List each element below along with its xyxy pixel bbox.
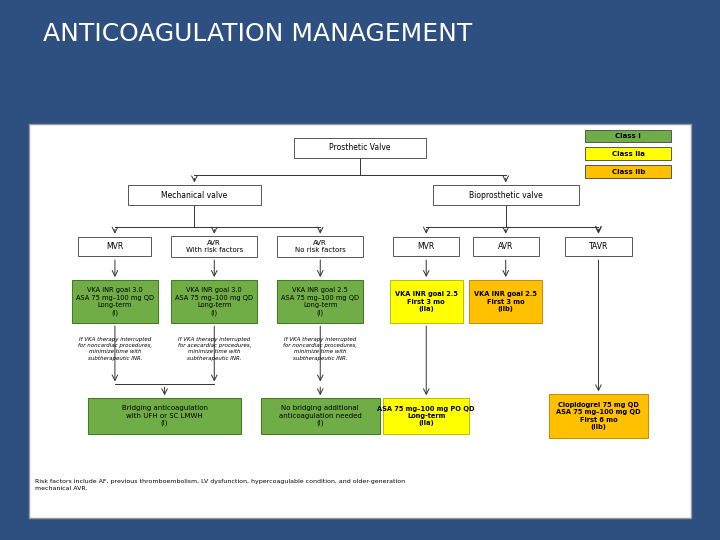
Text: Risk factors include AF, previous thromboembolism, LV dysfunction, hypercoagulab: Risk factors include AF, previous thromb…	[35, 479, 405, 490]
FancyBboxPatch shape	[433, 185, 579, 205]
Text: VKA INR goal 3.0
ASA 75 mg–100 mg QD
Long-term
(I): VKA INR goal 3.0 ASA 75 mg–100 mg QD Lon…	[76, 287, 154, 316]
FancyBboxPatch shape	[383, 398, 469, 434]
Text: Class IIb: Class IIb	[611, 168, 645, 174]
FancyBboxPatch shape	[277, 235, 364, 257]
Text: If VKA therapy interrupted
for noncardiac procedures,
minimize time with
subther: If VKA therapy interrupted for noncardia…	[283, 337, 357, 361]
Text: Bioprosthetic valve: Bioprosthetic valve	[469, 191, 543, 200]
Text: Clopidogrel 75 mg QD
ASA 75 mg–100 mg QD
First 6 mo
(IIb): Clopidogrel 75 mg QD ASA 75 mg–100 mg QD…	[556, 402, 641, 430]
Text: TAVR: TAVR	[589, 242, 608, 251]
FancyBboxPatch shape	[585, 147, 671, 160]
FancyBboxPatch shape	[472, 237, 539, 256]
Text: ASA 75 mg–100 mg PO QD
Long-term
(IIa): ASA 75 mg–100 mg PO QD Long-term (IIa)	[377, 406, 475, 426]
FancyBboxPatch shape	[585, 130, 671, 143]
FancyBboxPatch shape	[565, 237, 631, 256]
FancyBboxPatch shape	[89, 398, 240, 434]
FancyBboxPatch shape	[390, 280, 463, 323]
Text: No bridging additional
anticoagulation needed
(I): No bridging additional anticoagulation n…	[279, 406, 361, 427]
FancyBboxPatch shape	[261, 398, 380, 434]
Text: ANTICOAGULATION MANAGEMENT: ANTICOAGULATION MANAGEMENT	[43, 22, 472, 45]
Text: VKA INR goal 3.0
ASA 75 mg–100 mg QD
Long-term
(I): VKA INR goal 3.0 ASA 75 mg–100 mg QD Lon…	[175, 287, 253, 316]
Text: If VKA therapy interrupted
for noncardiac procedures,
minimize time with
subther: If VKA therapy interrupted for noncardia…	[78, 337, 152, 361]
Text: AVR
No risk factors: AVR No risk factors	[295, 240, 346, 253]
FancyBboxPatch shape	[171, 280, 257, 323]
Text: MVR: MVR	[107, 242, 124, 251]
FancyBboxPatch shape	[277, 280, 364, 323]
FancyBboxPatch shape	[469, 280, 542, 323]
Text: Mechanical valve: Mechanical valve	[161, 191, 228, 200]
Text: Class IIa: Class IIa	[612, 151, 644, 157]
Text: AVR
With risk factors: AVR With risk factors	[186, 240, 243, 253]
Text: Prosthetic Valve: Prosthetic Valve	[329, 143, 391, 152]
Text: MVR: MVR	[418, 242, 435, 251]
Text: Class I: Class I	[616, 133, 641, 139]
Text: VKA INR goal 2.5
First 3 mo
(IIa): VKA INR goal 2.5 First 3 mo (IIa)	[395, 292, 458, 312]
FancyBboxPatch shape	[585, 165, 671, 178]
FancyBboxPatch shape	[171, 235, 257, 257]
FancyBboxPatch shape	[29, 124, 691, 518]
Text: AVR: AVR	[498, 242, 513, 251]
FancyBboxPatch shape	[128, 185, 261, 205]
Text: Bridging anticoagulation
with UFH or SC LMWH
(I): Bridging anticoagulation with UFH or SC …	[122, 406, 207, 427]
Text: VKA INR goal 2.5
ASA 75 mg–100 mg QD
Long-term
(I): VKA INR goal 2.5 ASA 75 mg–100 mg QD Lon…	[282, 287, 359, 316]
FancyBboxPatch shape	[294, 138, 426, 158]
FancyBboxPatch shape	[72, 280, 158, 323]
FancyBboxPatch shape	[549, 394, 648, 437]
FancyBboxPatch shape	[393, 237, 459, 256]
FancyBboxPatch shape	[78, 237, 151, 256]
Text: If VKA therapy interrupted
for acecardiac procedures,
minimize time with
subther: If VKA therapy interrupted for acecardia…	[178, 337, 251, 361]
Text: VKA INR goal 2.5
First 3 mo
(IIb): VKA INR goal 2.5 First 3 mo (IIb)	[474, 292, 537, 312]
